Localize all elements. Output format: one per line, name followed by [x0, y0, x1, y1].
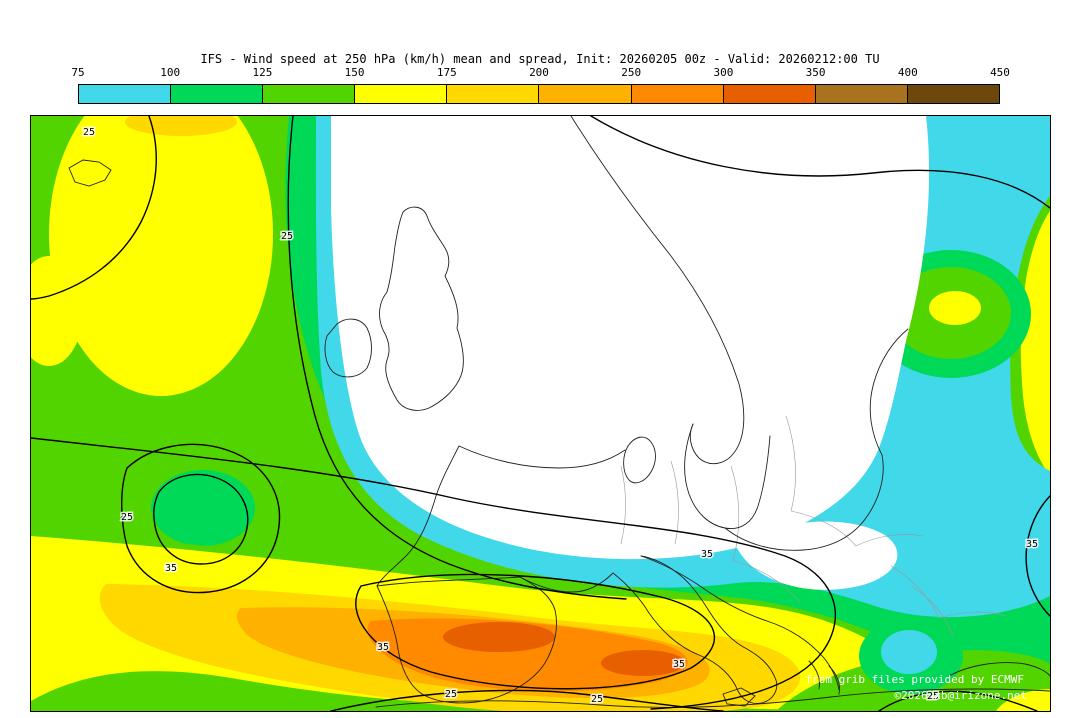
contour-label: 25: [281, 231, 293, 242]
region-yellow-ne-island: [929, 291, 981, 325]
coast-adriatic-balkans: [640, 555, 840, 691]
coast-baltic: [724, 454, 884, 551]
region-white-se-tongue: [736, 521, 898, 590]
coast-iberia: [376, 576, 557, 704]
contour-label: 25: [83, 127, 95, 138]
contour-left-inner-loop: [153, 473, 249, 565]
colorbar-segment: [446, 85, 539, 103]
attribution-line2: ©2026 xb@irizone.net: [895, 689, 1027, 702]
contour-right-edge: [1025, 495, 1050, 617]
contour-label: 35: [701, 549, 713, 560]
colorbar-segment: [906, 85, 999, 103]
contour-topleft: [31, 116, 157, 300]
coastlines: [68, 116, 1050, 708]
region-yellow-right-edge: [1020, 211, 1050, 476]
colorbar-segment: [262, 85, 355, 103]
coast-denmark: [623, 436, 656, 484]
colorbar-tick: 175: [436, 66, 457, 79]
wind-speed-map: 25 25 25 35 25 25 35 35 35 35 25 from gr…: [31, 116, 1050, 711]
colorbar-tick: 200: [529, 66, 549, 79]
contour-labels: 25 25 25 35 25 25 35 35 35 35 25: [81, 126, 1039, 707]
coast-iceland: [68, 159, 112, 187]
colorbar-ticks: 75 100 125 150 175 200 250 300 350 400 450: [71, 66, 1010, 81]
colorbar-segment: [354, 85, 447, 103]
colorbar-tick: 100: [160, 66, 181, 79]
coast-north-sea: [458, 445, 626, 469]
contour-label: 25: [927, 691, 939, 702]
spread-contours: [31, 116, 1050, 711]
colorbar-segment: [79, 85, 171, 103]
contour-jet-north: [31, 437, 837, 710]
colorbar-tick: 150: [344, 66, 365, 79]
contour-label: 35: [377, 642, 389, 653]
contour-label: 35: [1026, 539, 1038, 550]
colorbar-segment: [630, 85, 723, 103]
page-title: IFS - Wind speed at 250 hPa (km/h) mean …: [200, 52, 880, 66]
contour-bottomright: [878, 690, 1038, 711]
border-lines: [620, 415, 1007, 637]
coast-finland: [869, 328, 909, 456]
colorbar-tick: 250: [621, 66, 642, 79]
contour-jet-south: [330, 689, 724, 711]
colorbar-tick: 125: [252, 66, 273, 79]
region-darkorange-core-west: [443, 622, 555, 652]
region-emerald-left-patch: [151, 470, 255, 546]
contour-label: 35: [165, 563, 177, 574]
contour-label: 25: [445, 689, 457, 700]
colorbar-bar: [78, 84, 1000, 104]
region-white-central: [331, 116, 930, 560]
contour-label: 25: [591, 694, 603, 705]
colorbar-tick: 300: [713, 66, 734, 79]
map-frame: 25 25 25 35 25 25 35 35 35 35 25 from gr…: [30, 115, 1051, 712]
country-borders: [620, 415, 1007, 637]
contour-west-of-white: [287, 116, 627, 600]
coast-italy-east: [640, 555, 778, 704]
coast-sicily: [722, 687, 756, 707]
region-yellow-corner: [996, 689, 1050, 711]
contour-jet-core-loop: [355, 573, 716, 690]
region-darkorange-core-east: [601, 650, 685, 676]
attribution-line1: from grib files provided by ECMWF: [805, 673, 1024, 686]
coast-greece: [808, 660, 840, 695]
colorbar-segment: [170, 85, 263, 103]
region-yellow-left: [31, 256, 83, 366]
coast-great-britain: [379, 206, 464, 411]
colorbar-tick: 350: [805, 66, 826, 79]
region-cyan-bottomright: [881, 630, 937, 674]
wind-speed-fill-regions: [31, 116, 1050, 711]
colorbar-tick: 400: [897, 66, 918, 79]
colorbar-segment: [814, 85, 907, 103]
contour-label: 35: [673, 659, 685, 670]
colorbar-tick: 450: [990, 66, 1010, 79]
coast-france-west: [376, 445, 460, 587]
attribution: from grib files provided by ECMWF ©2026 …: [805, 673, 1027, 702]
colorbar-segment: [722, 85, 815, 103]
colorbar-tick: 75: [71, 66, 85, 79]
coast-black-sea: [948, 662, 1050, 677]
contour-left-outer-loop: [121, 443, 281, 594]
coast-med-france-italy: [519, 572, 739, 692]
region-yellow-topleft: [49, 116, 273, 396]
coast-north-africa: [375, 688, 1050, 708]
coast-ireland: [324, 318, 372, 378]
coast-norway: [570, 116, 745, 465]
contour-label: 25: [121, 512, 133, 523]
colorbar-segment: [538, 85, 631, 103]
contour-top-right: [590, 116, 1050, 209]
